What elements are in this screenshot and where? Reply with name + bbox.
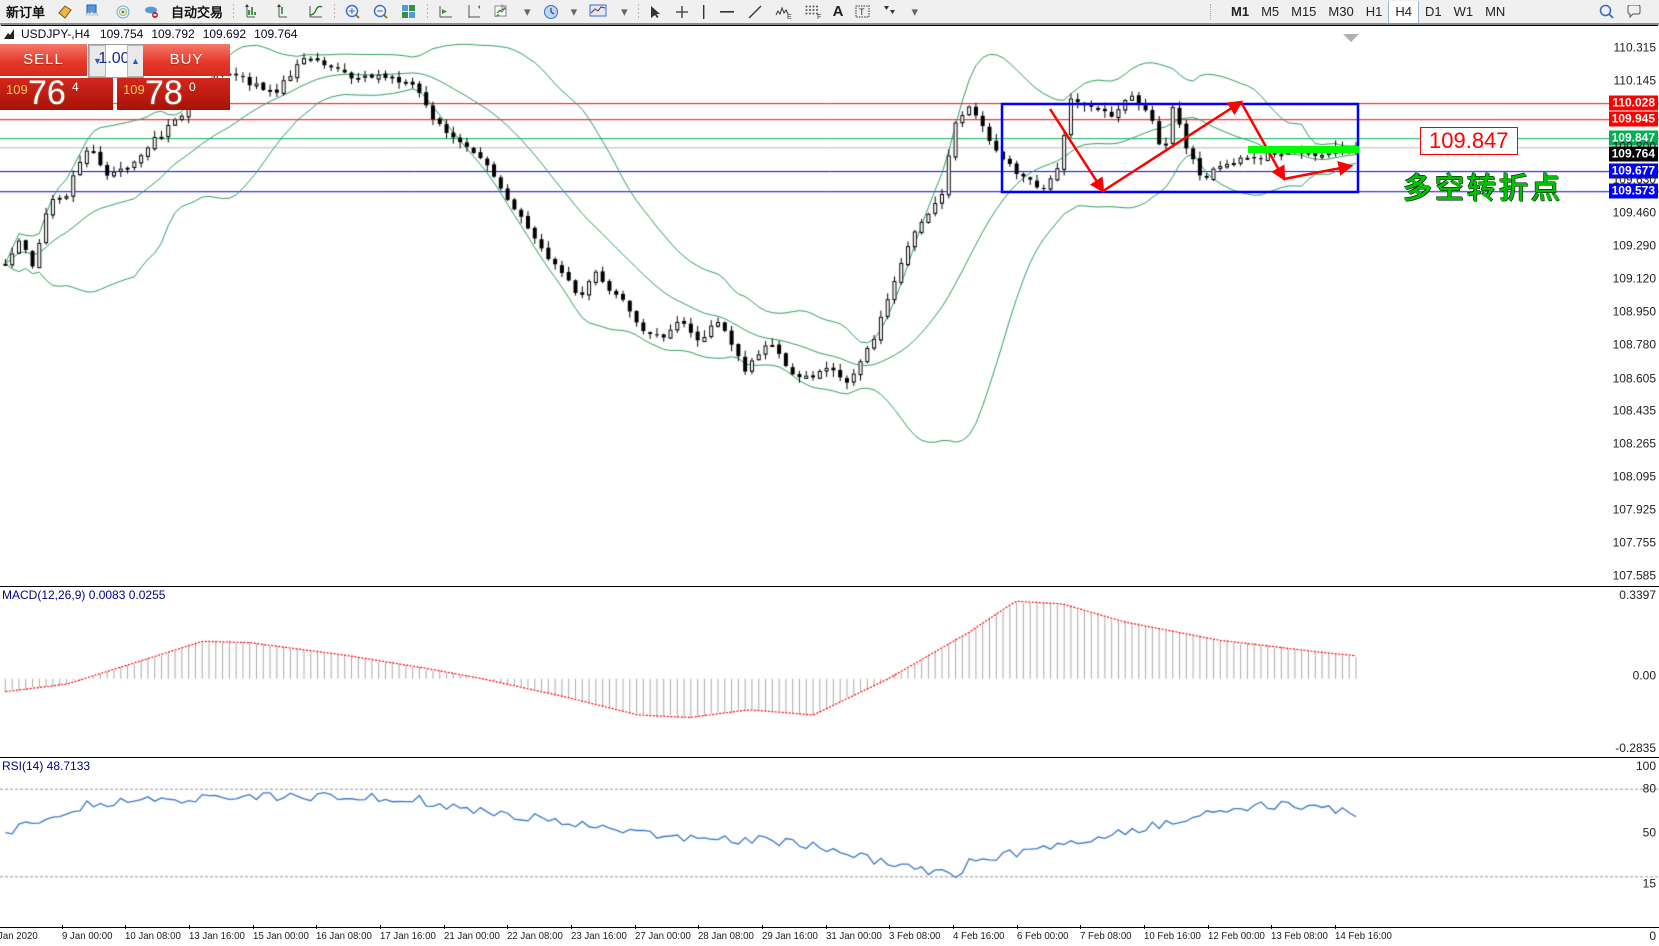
svg-text:T: T [859,7,865,17]
svg-text:F: F [817,14,821,19]
svg-text:E: E [787,14,792,19]
